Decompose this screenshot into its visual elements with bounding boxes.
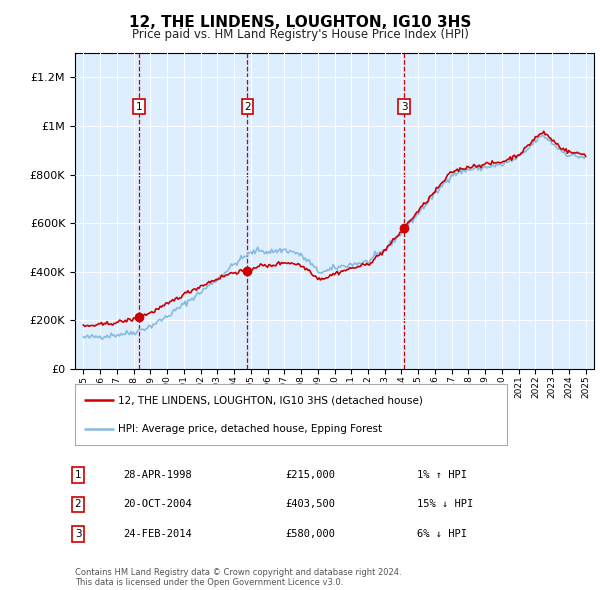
Text: 12, THE LINDENS, LOUGHTON, IG10 3HS (detached house): 12, THE LINDENS, LOUGHTON, IG10 3HS (det… [118,395,423,405]
Text: 24-FEB-2014: 24-FEB-2014 [123,529,192,539]
Text: 12, THE LINDENS, LOUGHTON, IG10 3HS: 12, THE LINDENS, LOUGHTON, IG10 3HS [129,15,471,30]
Text: 1: 1 [136,101,142,112]
Text: 2: 2 [244,101,251,112]
Text: 3: 3 [401,101,407,112]
Text: 2: 2 [74,500,82,509]
Text: 20-OCT-2004: 20-OCT-2004 [123,500,192,509]
Text: Price paid vs. HM Land Registry's House Price Index (HPI): Price paid vs. HM Land Registry's House … [131,28,469,41]
Text: £403,500: £403,500 [285,500,335,509]
Text: 1: 1 [74,470,82,480]
Text: Contains HM Land Registry data © Crown copyright and database right 2024.
This d: Contains HM Land Registry data © Crown c… [75,568,401,587]
Text: HPI: Average price, detached house, Epping Forest: HPI: Average price, detached house, Eppi… [118,424,382,434]
Text: 1% ↑ HPI: 1% ↑ HPI [417,470,467,480]
Text: 15% ↓ HPI: 15% ↓ HPI [417,500,473,509]
Text: £215,000: £215,000 [285,470,335,480]
Text: 3: 3 [74,529,82,539]
Text: £580,000: £580,000 [285,529,335,539]
Text: 28-APR-1998: 28-APR-1998 [123,470,192,480]
Text: 6% ↓ HPI: 6% ↓ HPI [417,529,467,539]
